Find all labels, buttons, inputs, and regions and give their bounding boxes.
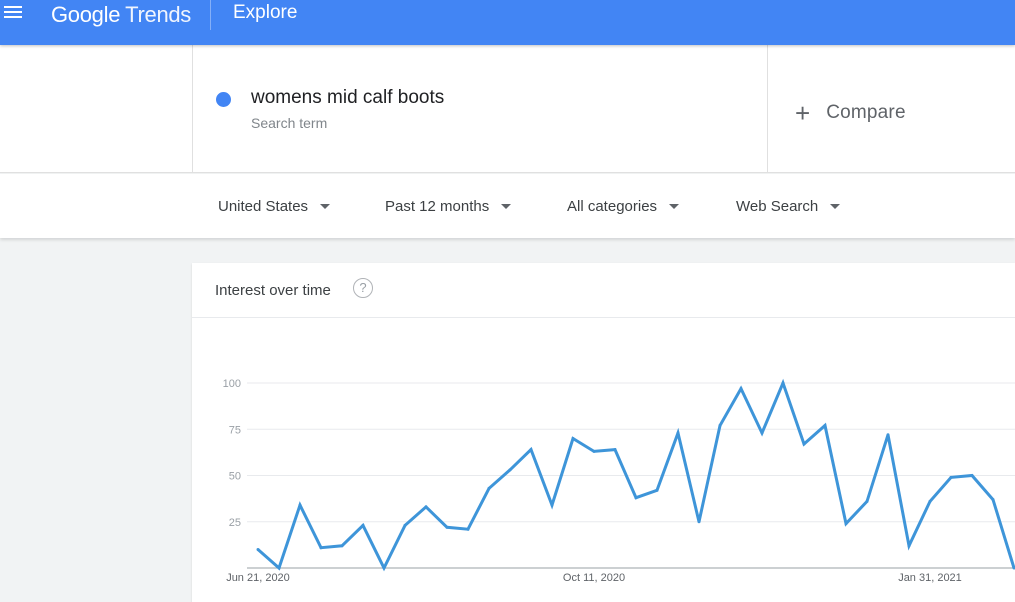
- data-point[interactable]: [1012, 566, 1015, 570]
- data-point[interactable]: [865, 499, 869, 503]
- card-header: Interest over time ?: [192, 263, 1015, 318]
- region-filter-dropdown[interactable]: United States: [218, 196, 331, 216]
- data-point[interactable]: [466, 527, 470, 531]
- hamburger-menu-icon[interactable]: [4, 4, 22, 18]
- header-divider: [210, 0, 211, 30]
- search-term-text[interactable]: womens mid calf boots: [251, 87, 445, 108]
- time-range-filter-label: Past 12 months: [385, 197, 490, 215]
- data-point[interactable]: [907, 544, 911, 548]
- data-point[interactable]: [781, 381, 785, 385]
- data-point[interactable]: [928, 499, 932, 503]
- y-tick-label: 25: [229, 517, 241, 529]
- y-tick-label: 100: [223, 378, 241, 390]
- x-tick-label: Oct 11, 2020: [563, 572, 625, 584]
- data-point[interactable]: [298, 503, 302, 507]
- data-point[interactable]: [550, 503, 554, 507]
- data-point[interactable]: [529, 448, 533, 452]
- search-type-filter-dropdown[interactable]: Web Search: [736, 196, 841, 216]
- region-filter-label: United States: [218, 197, 309, 215]
- time-range-filter-dropdown[interactable]: Past 12 months: [385, 196, 512, 216]
- search-term-card[interactable]: womens mid calf boots Search term: [192, 45, 768, 173]
- chevron-down-icon: [501, 203, 512, 209]
- data-point[interactable]: [991, 498, 995, 502]
- help-icon[interactable]: ?: [353, 278, 373, 298]
- chevron-down-icon: [320, 203, 331, 209]
- data-point[interactable]: [571, 437, 575, 440]
- filters-bar: United States Past 12 months All categor…: [0, 174, 1015, 238]
- data-point[interactable]: [844, 522, 848, 526]
- data-point[interactable]: [424, 505, 428, 509]
- plus-icon: +: [795, 98, 811, 128]
- data-point[interactable]: [760, 431, 764, 435]
- data-point[interactable]: [613, 448, 617, 452]
- chevron-down-icon: [830, 203, 841, 209]
- search-term-sublabel: Search term: [251, 115, 328, 131]
- category-filter-dropdown[interactable]: All categories: [567, 196, 680, 216]
- data-point[interactable]: [319, 546, 323, 550]
- term-color-dot: [216, 92, 231, 107]
- data-point[interactable]: [403, 523, 407, 527]
- data-point[interactable]: [970, 474, 974, 477]
- data-point[interactable]: [592, 449, 596, 453]
- interest-over-time-card: Interest over time ? 100 75 50 25 Jun 21, 2…: [192, 263, 1015, 602]
- google-trends-logo[interactable]: Google Trends: [51, 0, 191, 30]
- data-point[interactable]: [634, 496, 638, 500]
- data-point[interactable]: [277, 566, 281, 570]
- data-point[interactable]: [949, 475, 953, 479]
- category-filter-label: All categories: [567, 197, 658, 215]
- interest-over-time-chart[interactable]: 100 75 50 25 Jun 21, 2020 Oct 11, 2020 Jan 31…: [192, 319, 1015, 602]
- search-type-filter-label: Web Search: [736, 197, 819, 215]
- compare-label: Compare: [826, 102, 906, 123]
- data-point[interactable]: [802, 442, 806, 446]
- data-point[interactable]: [361, 523, 365, 527]
- card-title: Interest over time: [215, 282, 331, 299]
- data-point[interactable]: [739, 387, 743, 391]
- y-tick-label: 50: [229, 471, 241, 483]
- data-point[interactable]: [886, 433, 890, 437]
- chevron-down-icon: [669, 203, 680, 209]
- data-point[interactable]: [697, 520, 701, 524]
- data-point[interactable]: [487, 486, 491, 490]
- data-point[interactable]: [445, 525, 449, 529]
- data-point[interactable]: [823, 424, 827, 427]
- data-point[interactable]: [676, 431, 680, 435]
- compare-button[interactable]: + Compare: [795, 98, 906, 128]
- search-term-band: womens mid calf boots Search term + Comp…: [0, 45, 1015, 173]
- top-app-bar: Google Trends Explore: [0, 0, 1015, 45]
- data-point[interactable]: [256, 548, 260, 551]
- logo-trends-text: Trends: [125, 2, 192, 27]
- data-point[interactable]: [382, 566, 386, 570]
- data-point[interactable]: [340, 544, 344, 548]
- data-point[interactable]: [718, 424, 722, 427]
- data-point[interactable]: [508, 468, 512, 472]
- page-title: Explore: [233, 2, 298, 23]
- logo-google-text: Google: [51, 2, 121, 27]
- data-point[interactable]: [655, 488, 659, 492]
- x-tick-label: Jan 31, 2021: [898, 572, 962, 584]
- x-tick-label: Jun 21, 2020: [226, 572, 290, 584]
- y-tick-label: 75: [229, 424, 241, 436]
